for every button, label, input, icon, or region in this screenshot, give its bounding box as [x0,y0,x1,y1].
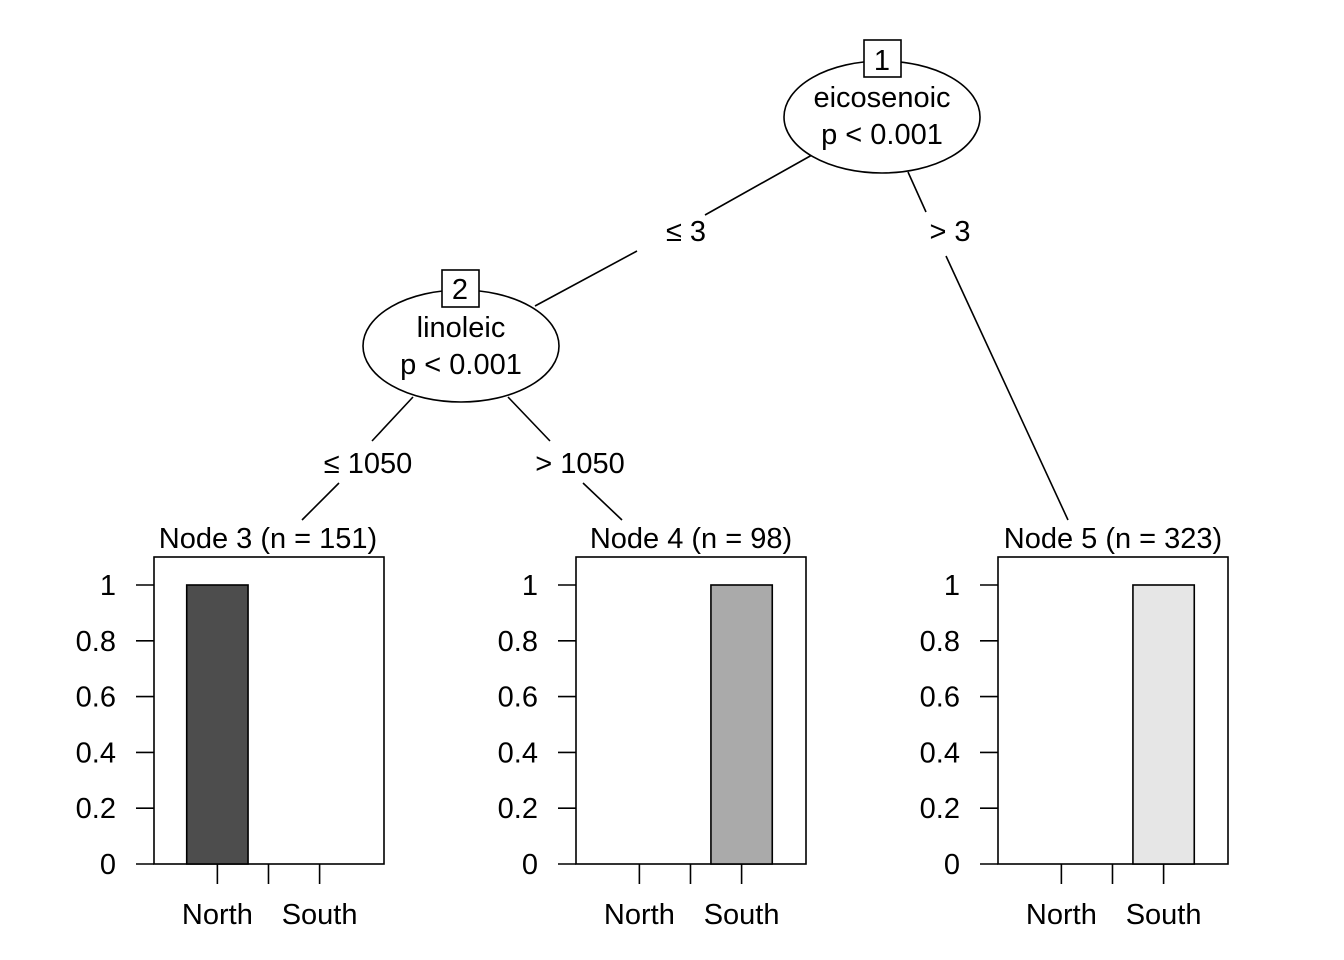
node-2-id-box [441,269,480,308]
edge-label-2-4: > 1050 [535,448,625,480]
node-3-x-tick-label: South [282,899,358,931]
edge-1-5-lower [945,255,1069,521]
node-2-variable: linoleic [417,312,506,344]
node-4-x-tick-label: North [604,899,675,931]
node-1-p-value: p < 0.001 [821,119,943,151]
node-5-y-tick-label: 0 [944,849,960,881]
node-1-variable: eicosenoic [813,82,950,114]
node-3-bar-north [185,584,249,865]
node-5-x-tick-label: South [1126,899,1202,931]
edge-2-3-lower [301,482,340,521]
chart-marks: 0 0.2 0.4 0.6 0.8 1 North South 0 0.2 0.4 0.6 0.8 1 No… [76,570,1202,931]
node-2-id: 2 [452,274,468,306]
node-1-id: 1 [874,45,890,77]
edge-1-2-lower [534,250,638,307]
edge-1-5-upper [907,171,927,213]
node-4-title: Node 4 (n = 98) [590,523,792,555]
node-4-y-tick-label: 0.6 [498,682,538,714]
edge-1-2-upper [704,154,813,216]
node-5-y-tick-label: 0.4 [920,737,960,769]
node-5-y-tick-label: 0.8 [920,626,960,658]
node-4-y-tick-label: 0.8 [498,626,538,658]
node-5-y-tick-label: 0.6 [920,682,960,714]
node-3-y-tick-label: 0.2 [76,793,116,825]
node-2-p-value: p < 0.001 [400,349,522,381]
node-3-y-tick-label: 1 [100,570,116,602]
edge-2-3-upper [371,396,414,442]
node-3-x-tick-label: North [182,899,253,931]
node-4-bar-south [710,584,774,865]
node-5-bar-south [1132,584,1196,865]
edge-label-2-3: ≤ 1050 [324,448,413,480]
node-5-x-tick-label: North [1026,899,1097,931]
tree-edges: ≤ 3 > 3 ≤ 1050 > 1050 [301,154,1069,521]
node-4-y-tick-label: 0 [522,849,538,881]
node-5-title: Node 5 (n = 323) [1004,523,1222,555]
node-1-id-box [863,39,902,78]
edge-label-1-2: ≤ 3 [666,216,706,248]
node-3-y-tick-label: 0.8 [76,626,116,658]
edge-2-4-upper [507,396,551,442]
inner-node-2: 2 linoleic p < 0.001 [362,269,560,403]
node-3-y-tick-label: 0 [100,849,116,881]
node-1-ellipse [783,60,981,174]
node-5-y-tick-label: 1 [944,570,960,602]
node-3-y-tick-label: 0.4 [76,737,116,769]
node-5-y-tick-label: 0.2 [920,793,960,825]
node-4-y-tick-label: 0.2 [498,793,538,825]
edge-2-4-lower [582,482,623,521]
node-3-y-tick-label: 0.6 [76,682,116,714]
inner-node-1: 1 eicosenoic p < 0.001 [783,39,981,174]
node-4-y-tick-label: 1 [522,570,538,602]
node-4-x-tick-label: South [704,899,780,931]
node-3-title: Node 3 (n = 151) [159,523,377,555]
node-4-y-tick-label: 0.4 [498,737,538,769]
edge-label-1-5: > 3 [929,216,970,248]
